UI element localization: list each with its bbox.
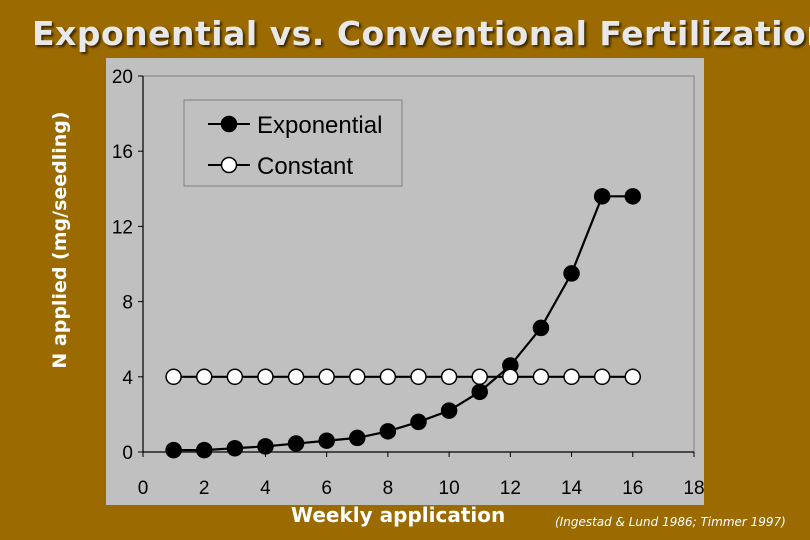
data-point-exponential xyxy=(226,439,244,457)
x-axis-label: Weekly application xyxy=(291,503,506,527)
x-tick-label: 12 xyxy=(500,478,521,499)
data-point-constant xyxy=(165,368,182,386)
data-point-constant xyxy=(318,368,335,386)
data-point-constant xyxy=(624,368,642,386)
data-point-exponential xyxy=(624,188,642,205)
legend-marker-constant xyxy=(220,156,238,174)
data-point-exponential xyxy=(563,265,580,282)
y-tick-label: 0 xyxy=(122,443,133,464)
x-tick-label: 0 xyxy=(138,478,149,499)
data-point-exponential xyxy=(257,438,274,455)
legend: Exponential Constant xyxy=(183,99,403,187)
x-tick-label: 10 xyxy=(439,478,460,499)
y-tick-label: 16 xyxy=(112,142,133,163)
citation: (Ingestad & Lund 1986; Timmer 1997) xyxy=(555,515,786,529)
data-point-constant xyxy=(532,368,550,386)
x-tick-label: 4 xyxy=(260,478,271,499)
series-exponential xyxy=(165,188,642,459)
x-tick-label: 16 xyxy=(622,478,643,499)
data-point-exponential xyxy=(318,432,335,449)
y-tick-label: 20 xyxy=(112,67,133,88)
data-point-constant xyxy=(349,368,366,386)
data-point-exponential xyxy=(532,319,550,337)
legend-marker-exponential xyxy=(220,115,238,133)
legend-box xyxy=(183,99,403,187)
data-point-constant xyxy=(287,368,305,386)
data-point-exponential xyxy=(471,383,488,401)
series-line-exponential xyxy=(173,195,633,452)
data-point-constant xyxy=(379,368,397,386)
data-point-exponential xyxy=(195,441,213,459)
x-tick-label: 8 xyxy=(383,478,394,499)
data-point-exponential xyxy=(410,413,427,431)
data-point-exponential xyxy=(165,441,182,459)
data-point-constant xyxy=(593,368,611,386)
legend-label-exponential: Exponential xyxy=(257,112,382,139)
data-point-constant xyxy=(226,368,244,386)
data-point-exponential xyxy=(593,188,611,205)
data-point-exponential xyxy=(379,423,397,440)
legend-label-constant: Constant xyxy=(257,153,353,180)
data-point-constant xyxy=(257,368,274,386)
data-point-exponential xyxy=(287,435,305,452)
y-tick-label: 4 xyxy=(122,368,133,389)
x-tick-label: 14 xyxy=(561,478,583,499)
data-point-constant xyxy=(195,368,213,386)
series-constant xyxy=(165,368,642,386)
data-point-constant xyxy=(563,368,580,386)
data-point-constant xyxy=(471,368,488,386)
x-tick-label: 6 xyxy=(321,478,332,499)
data-point-exponential xyxy=(349,429,366,447)
data-point-constant xyxy=(410,368,427,386)
y-tick-label: 8 xyxy=(122,293,133,314)
y-tick-label: 12 xyxy=(112,217,133,238)
chart-title: Exponential vs. Conventional Fertilizati… xyxy=(32,14,810,53)
data-point-exponential xyxy=(440,402,458,419)
x-tick-label: 2 xyxy=(199,478,210,499)
x-tick-label: 18 xyxy=(683,478,704,499)
data-point-constant xyxy=(440,368,458,386)
data-point-constant xyxy=(502,368,519,386)
series-layer xyxy=(165,188,642,459)
